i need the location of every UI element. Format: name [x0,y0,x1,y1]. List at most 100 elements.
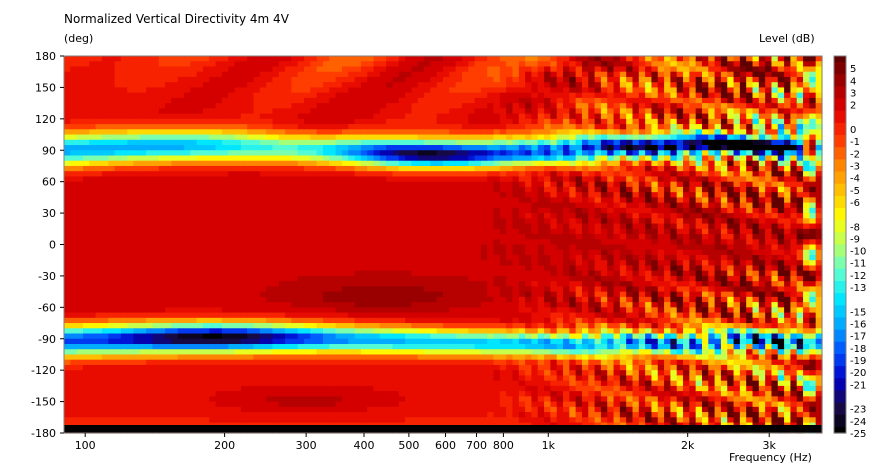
heatmap-cell [449,234,457,240]
heatmap-cell [108,234,116,240]
heatmap-cell [278,186,286,193]
heatmap-cell [417,307,425,314]
heatmap-cell [386,375,394,382]
heatmap-cell [152,160,160,167]
heatmap-cell [114,66,122,73]
heatmap-cell [196,338,204,345]
heatmap-cell [114,286,122,293]
heatmap-cell [133,82,141,89]
heatmap-cell [487,391,495,397]
heatmap-cell [76,239,84,246]
heatmap-cell [158,66,166,73]
heatmap-cell [139,155,147,162]
heatmap-cell [234,186,242,193]
heatmap-cell [70,56,78,62]
heatmap-cell [316,66,324,73]
heatmap-cell [184,281,191,287]
heatmap-cell [158,213,166,219]
heatmap-cell [443,218,450,225]
heatmap-cell [221,228,229,235]
heatmap-cell [468,349,476,356]
heatmap-cell [354,171,362,178]
heatmap-cell [424,56,431,62]
heatmap-cell [278,317,286,324]
heatmap-cell [221,281,229,287]
heatmap-cell [259,108,267,115]
heatmap-cell [196,97,204,104]
heatmap-cell [272,312,280,319]
heatmap-cell [221,307,229,314]
heatmap-cell [234,291,242,298]
heatmap-cell [146,286,154,293]
heatmap-cell [322,307,330,314]
heatmap-cell [158,286,166,293]
heatmap-cell [373,171,381,178]
heatmap-cell [430,396,438,403]
heatmap-cell [89,312,97,319]
heatmap-cell [64,333,71,340]
heatmap-cell [221,396,229,403]
heatmap-cell [247,380,255,387]
heatmap-cell [253,66,261,73]
heatmap-cell [322,218,330,225]
heatmap-cell [70,396,78,403]
heatmap-cell [461,281,469,287]
heatmap-cell [165,281,172,287]
heatmap-cell [95,234,103,240]
heatmap-cell [430,281,438,287]
heatmap-cell [379,124,387,130]
heatmap-cell [461,192,469,198]
heatmap-cell [297,417,305,424]
heatmap-cell [443,223,450,230]
heatmap-cell [133,307,141,314]
heatmap-cell [398,417,406,424]
heatmap-cell [152,286,160,293]
heatmap-cell [341,213,349,219]
heatmap-cell [348,150,356,157]
heatmap-cell [297,370,305,377]
heatmap-cell [209,176,217,183]
heatmap-cell [108,349,116,356]
heatmap-cell [152,307,160,314]
heatmap-cell [259,76,267,83]
heatmap-cell [259,364,267,371]
heatmap-cell [329,118,337,125]
heatmap-cell [272,270,280,277]
heatmap-cell [405,239,413,246]
heatmap-cell [443,323,450,329]
heatmap-cell [449,354,457,361]
heatmap-cell [405,103,413,109]
heatmap-cell [304,270,311,277]
heatmap-cell [373,307,381,314]
heatmap-cell [367,97,375,104]
heatmap-cell [120,76,128,83]
heatmap-cell [474,228,482,235]
heatmap-cell [272,265,280,272]
heatmap-cell [253,134,261,141]
heatmap-cell [468,207,476,214]
heatmap-cell [209,385,217,392]
heatmap-cell [455,312,463,319]
heatmap-cell [190,281,198,287]
heatmap-cell [474,312,482,319]
heatmap-cell [196,333,204,340]
heatmap-cell [114,260,122,267]
heatmap-cell [221,239,229,246]
heatmap-cell [322,82,330,89]
heatmap-cell [221,286,229,293]
heatmap-cell [101,354,109,361]
heatmap-cell [335,97,343,104]
heatmap-cell [259,417,267,424]
heatmap-cell [329,87,337,94]
heatmap-cell [234,307,242,314]
heatmap-cell [171,129,179,136]
heatmap-cell [234,270,242,277]
heatmap-cell [348,218,356,225]
heatmap-cell [367,61,375,68]
heatmap-cell [184,82,191,89]
heatmap-cell [184,192,191,198]
heatmap-cell [474,349,482,356]
heatmap-cell [76,66,84,73]
heatmap-cell [487,134,495,141]
heatmap-cell [373,61,381,68]
